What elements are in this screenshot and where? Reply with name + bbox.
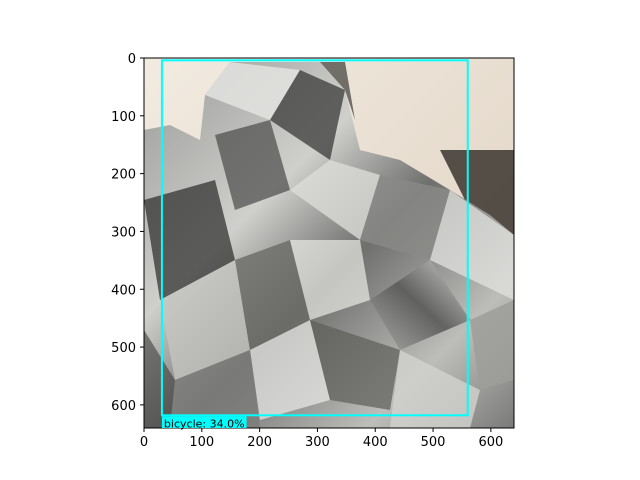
x-tick-label: 300 xyxy=(305,435,330,450)
y-tick-label: 100 xyxy=(111,110,136,125)
photo xyxy=(144,58,514,428)
x-tick-label: 400 xyxy=(363,435,388,450)
plot-frame xyxy=(143,57,515,429)
y-tick-label: 200 xyxy=(111,168,136,183)
x-tick-label: 100 xyxy=(189,435,214,450)
y-tick-label: 0 xyxy=(128,52,136,67)
y-tick-label: 400 xyxy=(111,283,136,298)
x-axis: 0 100 200 300 400 500 600 xyxy=(140,428,503,450)
x-tick-label: 200 xyxy=(247,435,272,450)
x-tick-label: 600 xyxy=(478,435,503,450)
detection-label: bicycle: 34.0% xyxy=(164,417,245,430)
x-tick-label: 0 xyxy=(140,435,148,450)
y-tick-label: 300 xyxy=(111,225,136,240)
detection-overlay: bicycle: 34.0% xyxy=(160,59,469,430)
x-tick-label: 500 xyxy=(421,435,446,450)
bounding-box xyxy=(160,59,469,417)
y-tick-label: 600 xyxy=(111,399,136,414)
y-tick-label: 500 xyxy=(111,341,136,356)
detection-label-background xyxy=(161,416,247,428)
y-axis: 0 100 200 300 400 500 600 xyxy=(111,52,144,414)
